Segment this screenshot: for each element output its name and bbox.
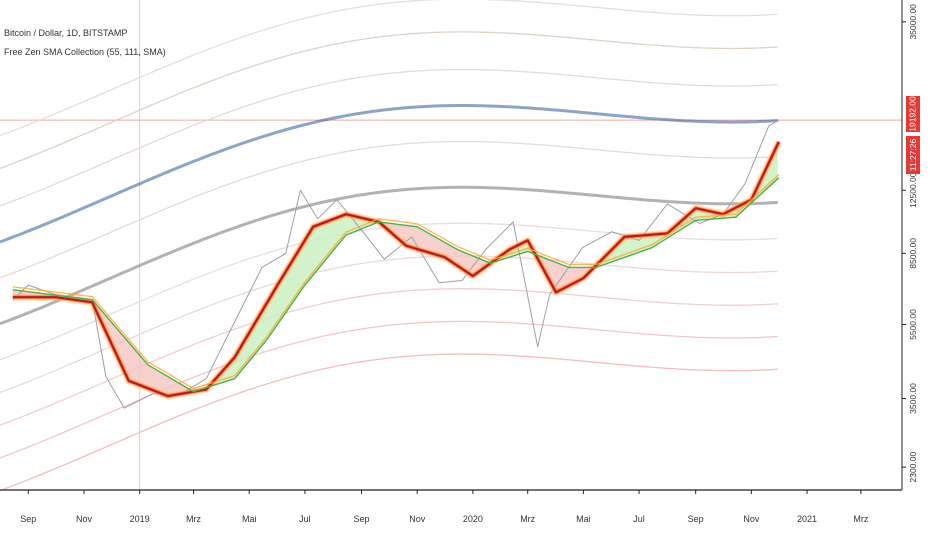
time-tick-label: Sep bbox=[20, 514, 36, 524]
band-line bbox=[0, 353, 778, 492]
price-tick-label: 8500.00 bbox=[908, 238, 918, 269]
series-line-2 bbox=[12, 177, 780, 393]
band-line bbox=[0, 255, 778, 394]
countdown-badge: 11:27:26 bbox=[906, 136, 920, 174]
time-tick-label: Mrz bbox=[520, 514, 535, 524]
time-tick-label: 2020 bbox=[463, 514, 483, 524]
price-tick-label: 2300.00 bbox=[908, 452, 918, 483]
time-tick-label: Nov bbox=[743, 514, 760, 524]
band-line bbox=[0, 320, 778, 459]
time-tick-label: Nov bbox=[409, 514, 426, 524]
time-tick-label: Jul bbox=[633, 514, 645, 524]
price-tick-label: 5500.00 bbox=[908, 309, 918, 340]
series-line-0 bbox=[12, 119, 780, 409]
price-tick-label: 3500.00 bbox=[908, 383, 918, 414]
time-tick-label: Sep bbox=[354, 514, 370, 524]
band-line bbox=[0, 140, 778, 279]
band-line bbox=[0, 31, 778, 170]
price-tick-label: 35000.00 bbox=[908, 4, 918, 40]
band-line bbox=[0, 0, 778, 137]
time-tick-label: Jul bbox=[299, 514, 311, 524]
countdown-label: 11:27:26 bbox=[908, 138, 918, 172]
band-line bbox=[0, 185, 778, 326]
band-line bbox=[0, 68, 778, 207]
time-tick-label: Mrz bbox=[186, 514, 201, 524]
time-tick-label: Mai bbox=[576, 514, 591, 524]
legend: Bitcoin / Dollar, 1D, BITSTAMP Free Zen … bbox=[4, 24, 166, 62]
series-line-1 bbox=[12, 141, 780, 398]
symbol-title[interactable]: Bitcoin / Dollar, 1D, BITSTAMP bbox=[4, 28, 128, 38]
time-tick-label: Mrz bbox=[853, 514, 868, 524]
price-tick-label: 12500.00 bbox=[908, 172, 918, 208]
indicator-title[interactable]: Free Zen SMA Collection (55, 111, SMA) bbox=[4, 47, 166, 57]
sma-slow-orange bbox=[12, 174, 780, 390]
time-tick-label: Sep bbox=[688, 514, 704, 524]
time-tick-label: Nov bbox=[76, 514, 93, 524]
bear-fill bbox=[378, 221, 490, 276]
current-price-badge: 19192.00 bbox=[906, 96, 920, 132]
time-tick-label: 2021 bbox=[797, 514, 817, 524]
time-tick-label: Mai bbox=[242, 514, 257, 524]
time-tick-label: 2019 bbox=[130, 514, 150, 524]
band-line bbox=[0, 104, 778, 244]
bear-fill bbox=[535, 253, 594, 292]
current-price-label: 19192.00 bbox=[908, 96, 919, 132]
